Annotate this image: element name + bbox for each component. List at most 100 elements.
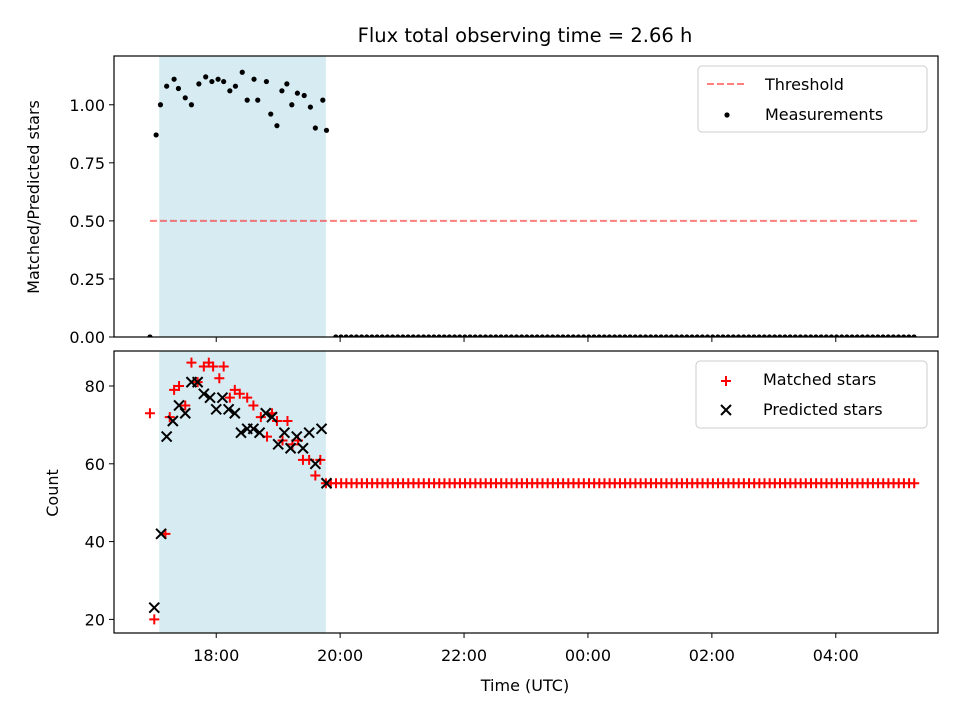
measurement-point: [503, 334, 509, 337]
measurement-point: [188, 102, 195, 108]
matched-star-marker: [186, 357, 197, 368]
measurement-point: [493, 334, 499, 337]
measurement-point: [343, 334, 349, 337]
measurement-point: [348, 334, 354, 337]
measurement-point: [519, 334, 525, 337]
matched-star-marker: [234, 388, 245, 399]
legend-predicted-swatch: [720, 404, 732, 416]
measurement-point: [911, 334, 917, 337]
measurement-point: [673, 334, 680, 337]
legend-measurements-swatch: [724, 112, 730, 118]
top-legend: Threshold Measurements: [697, 65, 928, 133]
measurement-point: [294, 90, 300, 96]
legend-predicted-label: Predicted stars: [763, 400, 883, 419]
measurement-point: [679, 334, 685, 337]
measurement-point: [895, 334, 902, 337]
bottom-y-axis-label: Count: [43, 469, 62, 517]
measurement-point: [828, 334, 835, 337]
predicted-star-marker: [291, 430, 303, 443]
measurement-point: [244, 97, 250, 103]
predicted-star-marker: [198, 388, 210, 400]
predicted-star-marker: [284, 442, 297, 454]
predicted-star-marker: [320, 477, 333, 489]
measurement-point: [704, 334, 711, 337]
top-y-tick-label: 0.00: [69, 328, 105, 347]
bottom-y-tick-label: 60: [85, 455, 105, 474]
measurement-point: [164, 83, 170, 89]
bottom-panel: 20 40 60 80 18:00 20:00 22:00 00:00 02:00 04:00 Ma…: [85, 350, 939, 665]
measurement-point: [359, 334, 365, 337]
measurement-point: [854, 334, 860, 337]
measurement-point: [555, 334, 561, 337]
legend-matched-swatch: [721, 376, 731, 386]
predicted-star-marker: [179, 407, 191, 419]
predicted-star-marker: [266, 411, 278, 423]
matched-star-marker: [909, 478, 920, 489]
measurement-point: [906, 334, 912, 337]
measurement-point: [441, 334, 447, 337]
measurement-point: [457, 334, 463, 337]
measurement-point: [451, 334, 458, 337]
measurement-point: [147, 334, 153, 337]
bottom-y-tick-label: 20: [85, 610, 105, 629]
predicted-star-marker: [272, 438, 284, 451]
top-legend-box: [697, 65, 928, 133]
top-y-axis-label: Matched/Predicted stars: [24, 100, 43, 294]
measurement-point: [209, 78, 215, 85]
top-axes-frame: [113, 55, 939, 338]
measurement-point: [751, 334, 757, 337]
measurement-point: [320, 97, 326, 103]
measurement-point: [875, 334, 881, 337]
measurement-point: [715, 334, 721, 337]
measurement-point: [792, 334, 798, 337]
matched-star-marker: [218, 361, 229, 372]
predicted-star-marker: [278, 426, 291, 439]
top-y-tick-label: 0.25: [69, 270, 105, 289]
measurement-point: [839, 334, 845, 337]
measurement-point: [524, 334, 530, 337]
measurement-point: [808, 334, 814, 337]
predicted-star-marker: [160, 430, 173, 443]
predicted-star-marker: [216, 391, 229, 404]
measurement-point: [420, 334, 427, 337]
measurement-point: [274, 123, 280, 129]
predicted-star-marker: [229, 407, 241, 419]
matched-star-marker: [248, 400, 259, 411]
measurement-point: [467, 334, 473, 337]
measurement-point: [513, 334, 520, 337]
matched-star-marker: [208, 361, 219, 372]
measurement-point: [890, 334, 896, 337]
measurement-point: [880, 334, 886, 337]
measurement-point: [289, 102, 295, 108]
x-tick-label: 18:00: [193, 646, 239, 665]
top-panel: 0.00 0.25 0.50 0.75 1.00 Threshold Measurement…: [69, 55, 939, 347]
measurement-point: [153, 132, 159, 138]
legend-measurements-label: Measurements: [765, 105, 883, 124]
predicted-star-marker: [235, 426, 247, 439]
measurement-point: [803, 334, 809, 337]
measurement-point: [446, 334, 452, 337]
measurement-point: [364, 334, 370, 337]
measurement-point: [472, 334, 478, 337]
measurement-point: [268, 111, 274, 117]
measurement-point: [844, 334, 850, 337]
predicted-star-marker: [167, 415, 179, 427]
predicted-star-marker: [191, 376, 204, 388]
measurement-point: [611, 334, 618, 337]
bottom-legend: Matched stars Predicted stars: [695, 360, 928, 429]
measurement-point: [596, 334, 602, 337]
measurement-point: [196, 81, 202, 87]
top-y-tick-label: 0.50: [69, 212, 105, 231]
predicted-star-marker: [297, 442, 309, 454]
measurement-point: [227, 88, 233, 94]
measurement-point: [255, 97, 261, 103]
measurement-point: [859, 334, 865, 337]
measurement-point: [761, 334, 767, 337]
measurement-point: [766, 334, 773, 337]
bottom-plot-area: [144, 351, 920, 633]
measurement-point: [279, 88, 285, 94]
measurement-point: [539, 334, 545, 337]
matched-star-marker: [282, 416, 293, 427]
measurement-point: [901, 334, 907, 337]
